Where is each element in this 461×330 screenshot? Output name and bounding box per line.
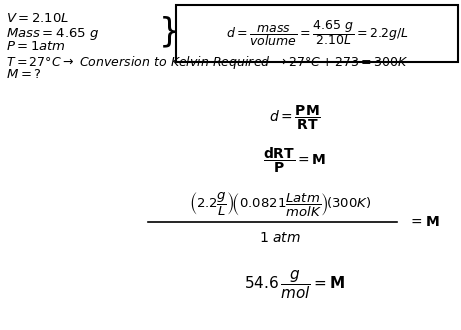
Text: $d = \dfrac{\mathit{mass}}{\mathit{volume}} = \dfrac{4.65\ g}{2.10L} = 2.2g/L$: $d = \dfrac{\mathit{mass}}{\mathit{volum…	[225, 18, 408, 49]
Text: $V = 2.10L$: $V = 2.10L$	[6, 12, 70, 25]
Text: $54.6\,\dfrac{\mathit{g}}{\mathit{mol}} = \mathbf{M}$: $54.6\,\dfrac{\mathit{g}}{\mathit{mol}} …	[244, 269, 346, 301]
Text: $P = 1atm$: $P = 1atm$	[6, 40, 66, 53]
Text: $\left(2.2\dfrac{\mathit{g}}{\mathit{L}}\right)\!\left(0.0821\dfrac{\mathit{Latm: $\left(2.2\dfrac{\mathit{g}}{\mathit{L}}…	[189, 191, 371, 219]
Text: $T = 27°C \rightarrow\ \mathit{Conversion\ to\ Kelvin\ Required}\ \rightarrow 27: $T = 27°C \rightarrow\ \mathit{Conversio…	[6, 54, 408, 71]
Text: $Mass = 4.65\ g$: $Mass = 4.65\ g$	[6, 26, 99, 42]
Text: $\}$: $\}$	[158, 15, 177, 50]
Text: $\dfrac{\mathbf{dRT}}{\mathbf{P}} = \mathbf{M}$: $\dfrac{\mathbf{dRT}}{\mathbf{P}} = \mat…	[263, 145, 327, 175]
Text: $M = ?$: $M = ?$	[6, 68, 41, 81]
Text: $d = \dfrac{\mathbf{PM}}{\mathbf{RT}}$: $d = \dfrac{\mathbf{PM}}{\mathbf{RT}}$	[269, 104, 321, 132]
Bar	[176, 5, 458, 62]
Text: $1\ atm$: $1\ atm$	[259, 231, 301, 245]
Text: $= \mathbf{M}$: $= \mathbf{M}$	[408, 215, 439, 229]
